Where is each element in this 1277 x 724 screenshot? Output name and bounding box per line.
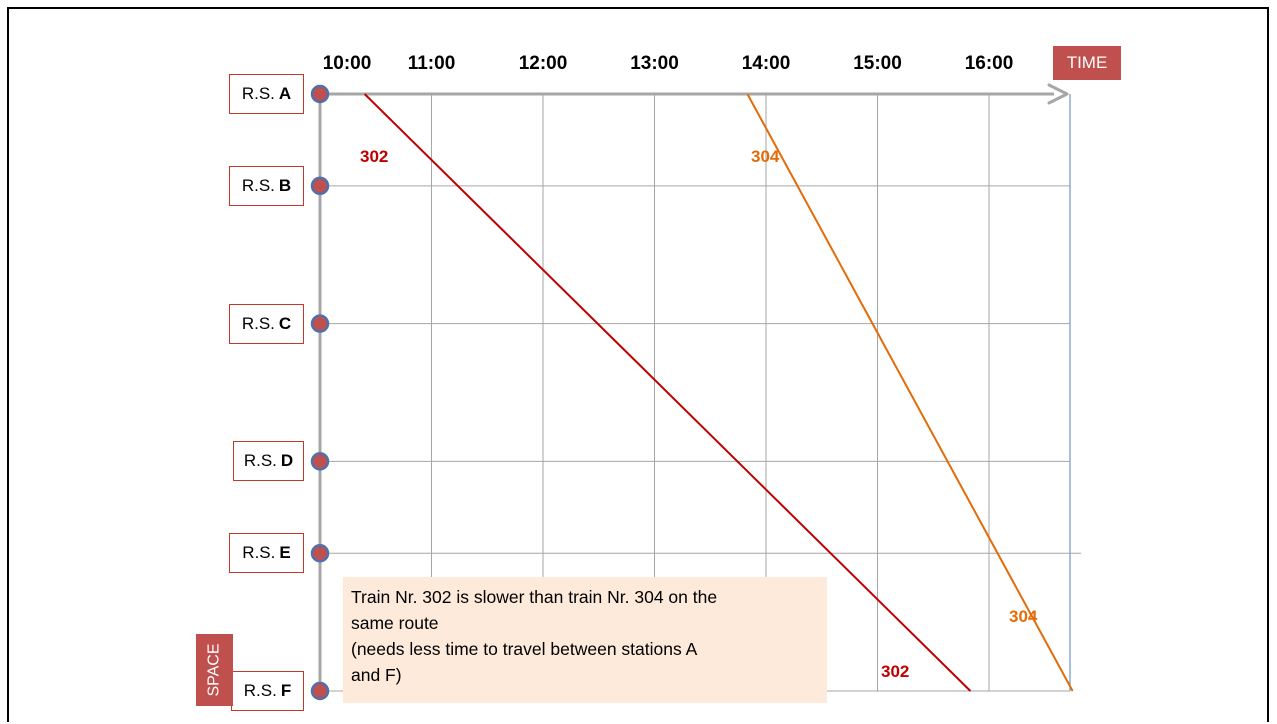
note-line: and F) bbox=[351, 665, 402, 685]
station-marker bbox=[310, 543, 330, 563]
station-marker bbox=[310, 84, 330, 104]
station-label-e: R.S. E bbox=[229, 533, 304, 574]
train-302-label-lower: 302 bbox=[881, 662, 910, 681]
x-tick-label: 12:00 bbox=[518, 53, 568, 74]
station-prefix: R.S. bbox=[243, 451, 277, 471]
station-marker bbox=[310, 314, 330, 333]
note-line: same route bbox=[351, 613, 439, 633]
time-axis-title: TIME bbox=[1053, 46, 1121, 80]
train-302-label-upper: 302 bbox=[360, 147, 389, 166]
station-letter: A bbox=[278, 84, 292, 103]
station-letter: D bbox=[280, 451, 294, 471]
station-label-d: R.S. D bbox=[233, 441, 304, 482]
station-label-f: R.S. F bbox=[231, 671, 304, 711]
space-axis-text: SPACE bbox=[205, 643, 223, 697]
station-letter: B bbox=[278, 175, 292, 195]
station-letter: C bbox=[278, 313, 292, 333]
station-letter: F bbox=[280, 681, 292, 700]
note-line: Train Nr. 302 is slower than train Nr. 3… bbox=[351, 587, 718, 607]
note-line: (needs less time to travel between stati… bbox=[351, 639, 698, 659]
annotation-note: Train Nr. 302 is slower than train Nr. 3… bbox=[343, 577, 827, 703]
x-tick-label: 14:00 bbox=[741, 53, 791, 74]
station-label-a: R.S. A bbox=[229, 74, 304, 114]
train-302-line bbox=[363, 93, 972, 692]
station-letter: E bbox=[279, 543, 291, 563]
station-prefix: R.S. bbox=[241, 175, 275, 195]
x-tick-label: 16:00 bbox=[964, 53, 1014, 74]
x-tick-label: 15:00 bbox=[853, 53, 902, 74]
station-marker bbox=[310, 681, 330, 701]
time-axis-arrow-icon bbox=[1047, 83, 1069, 105]
station-prefix: R.S. bbox=[241, 313, 275, 333]
train-304-label-lower: 304 bbox=[1009, 607, 1038, 626]
slide: 10:00 11:00 12:00 13:00 14:00 15:00 16:0… bbox=[7, 7, 1269, 722]
station-label-c: R.S. C bbox=[229, 303, 304, 344]
station-prefix: R.S. bbox=[242, 543, 276, 563]
x-tick-label: 11:00 bbox=[407, 53, 456, 74]
station-label-b: R.S. B bbox=[229, 165, 304, 206]
station-marker bbox=[310, 452, 330, 471]
station-prefix: R.S. bbox=[243, 681, 277, 700]
train-304-label-upper: 304 bbox=[751, 147, 780, 166]
station-marker bbox=[310, 176, 330, 196]
train-304-line bbox=[746, 93, 1074, 692]
space-axis-title: SPACE bbox=[196, 634, 233, 706]
x-tick-label: 10:00 bbox=[322, 53, 372, 74]
x-tick-label: 13:00 bbox=[630, 53, 679, 74]
station-prefix: R.S. bbox=[241, 84, 275, 103]
